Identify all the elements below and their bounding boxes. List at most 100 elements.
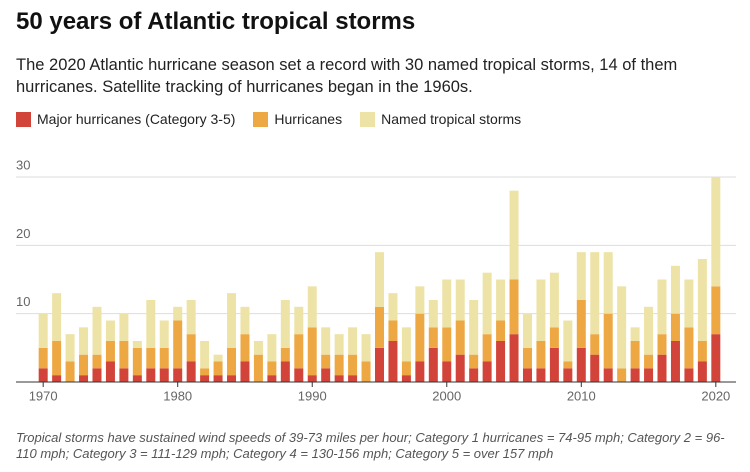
bar-segment (348, 354, 358, 376)
bar-segment (375, 252, 384, 307)
bar-segment (213, 361, 223, 376)
chart-subtitle: The 2020 Atlantic hurricane season set a… (16, 56, 678, 96)
bar-segment (105, 361, 115, 382)
bar-segment (213, 354, 223, 362)
bar-segment (442, 327, 452, 362)
bar-segment (361, 334, 371, 362)
bar-segment (455, 354, 465, 382)
bar-segment (105, 341, 115, 362)
bar-segment (253, 341, 263, 355)
bar-segment (307, 375, 317, 382)
bar-segment (711, 334, 721, 382)
bar-segment (159, 320, 169, 348)
bar-segment (549, 272, 559, 328)
bar-segment (38, 368, 48, 382)
bar-segment (200, 368, 210, 376)
legend-item: Hurricanes (253, 111, 342, 127)
bar-segment (227, 293, 237, 348)
bar-segment (375, 306, 384, 348)
bar-segment (455, 320, 465, 355)
bar-segment (684, 279, 694, 328)
bar-segment (522, 347, 532, 369)
bar-segment (617, 368, 627, 382)
bar-segment (65, 334, 75, 362)
bar-segment (428, 300, 438, 328)
bar-segment (146, 300, 156, 348)
bar-segment (388, 341, 398, 382)
bar-segment (630, 368, 640, 382)
bar-segment (644, 354, 654, 369)
bar-segment (334, 334, 344, 355)
bar-segment (670, 265, 680, 314)
bar-segment (697, 361, 707, 382)
bar-segment (657, 334, 667, 355)
bar-segment (563, 368, 573, 382)
bar-segment (267, 334, 277, 362)
bar-segment (227, 347, 237, 376)
bar-segment (684, 327, 694, 369)
legend-swatch (360, 111, 376, 127)
bar-segment (590, 334, 600, 355)
bar-segment (536, 341, 546, 369)
bar-segment (482, 334, 492, 362)
bar-segment (469, 354, 479, 369)
bar-segment (186, 334, 196, 362)
bar-segment (644, 368, 654, 382)
bar-segment (79, 375, 89, 382)
bar-segment (119, 341, 129, 369)
bar-segment (38, 313, 48, 348)
bar-segment (105, 320, 115, 341)
bar-segment (348, 375, 358, 382)
bar-segment (590, 252, 600, 335)
bar-segment (213, 375, 223, 382)
bar-segment (563, 361, 573, 369)
bar-segment (294, 368, 304, 382)
bar-segment (38, 347, 48, 369)
bar-segment (388, 320, 398, 341)
bar-segment (267, 375, 277, 382)
bar-segment (52, 375, 62, 382)
bar-segment (200, 341, 210, 369)
y-tick-label: 10 (16, 294, 30, 309)
bar-segment (334, 375, 344, 382)
bar-segment (321, 354, 331, 369)
x-tick-label: 2010 (567, 388, 596, 403)
bar-segment (401, 361, 411, 376)
bar-segment (79, 327, 89, 355)
bar-segment (482, 272, 492, 335)
bar-segment (321, 368, 331, 382)
bar-segment (321, 327, 331, 355)
bar-segment (159, 347, 169, 369)
bar-segment (536, 279, 546, 341)
bar-segment (79, 354, 89, 376)
bar-segment (428, 347, 438, 382)
bar-segment (92, 368, 102, 382)
bar-segment (253, 354, 263, 382)
bar-segment (563, 320, 573, 362)
bar-segment (375, 347, 384, 382)
bar-segment (697, 259, 707, 341)
legend-swatch (253, 111, 269, 127)
bar-segment (496, 320, 506, 341)
bar-segment (522, 313, 532, 348)
bar-segment (670, 341, 680, 382)
bar-segment (200, 375, 210, 382)
footnote: Tropical storms have sustained wind spee… (16, 430, 725, 461)
bar-segment (361, 361, 371, 382)
bar-segment (132, 341, 142, 348)
bar-segment (630, 327, 640, 341)
bar-segment (603, 368, 613, 382)
bar-segment (132, 347, 142, 376)
legend-swatch (16, 111, 31, 127)
bar-segment (267, 361, 277, 376)
legend-item: Named tropical storms (360, 111, 521, 127)
bar-segment (173, 320, 183, 369)
bar-segment (119, 313, 129, 341)
bar-segment (92, 354, 102, 369)
bar-segment (401, 327, 411, 362)
bar-segment (240, 334, 250, 362)
bar-segment (496, 341, 506, 382)
bar-segment (52, 341, 62, 376)
bar-segment (186, 300, 196, 335)
